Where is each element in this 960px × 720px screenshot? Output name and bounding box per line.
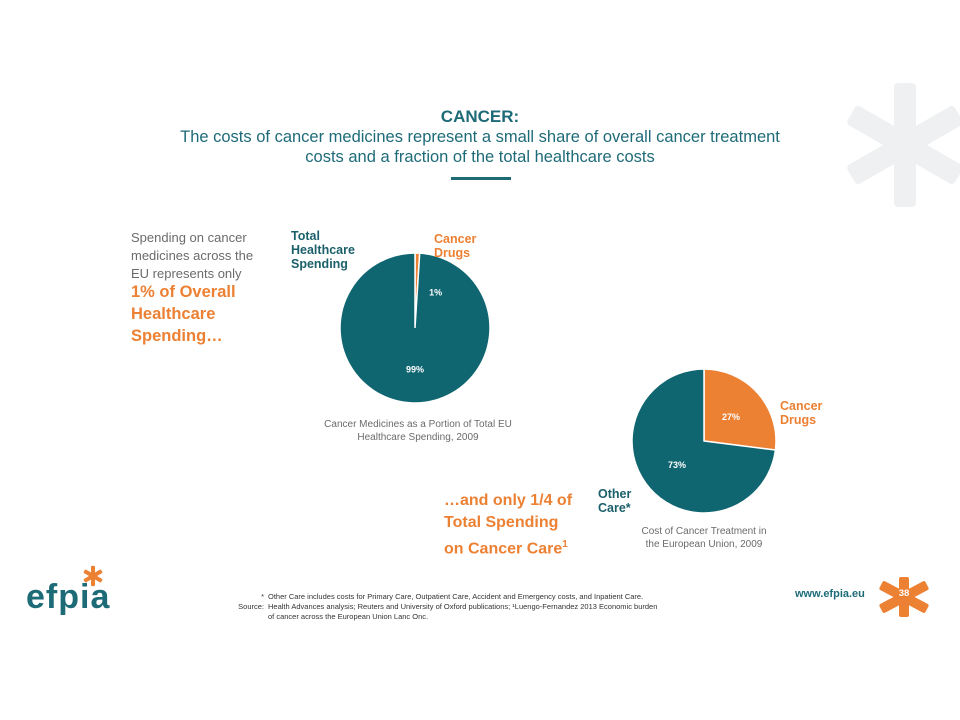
lead-line-2: medicines across the: [131, 248, 254, 263]
page-number: 38: [898, 588, 910, 599]
chart1-slice-2-label: 99%: [406, 364, 424, 374]
callout-line-2: Total Spending: [444, 514, 559, 531]
chart1-label-total-line-3: Spending: [291, 257, 348, 271]
highlight-line-3: Spending…: [131, 327, 223, 345]
chart1-label-drugs-line-2: Drugs: [434, 246, 471, 260]
chart2-caption: Cost of Cancer Treatment in the European…: [614, 525, 794, 551]
chart2-caption-line-1: Cost of Cancer Treatment in: [641, 526, 767, 537]
callout-line-3-text: on Cancer Care: [444, 540, 563, 558]
callout-line-1: …and only 1/4 of: [444, 492, 573, 509]
highlight-text: 1% of Overall Healthcare Spending…: [131, 281, 301, 347]
footnote-star-row: * Other Care includes costs for Primary …: [228, 592, 708, 602]
chart1-label-total-line-1: Total: [291, 229, 320, 243]
chart2-label-other-line-1: Other: [598, 487, 632, 501]
chart1-label-total: Total Healthcare Spending: [291, 229, 355, 271]
chart2-slice-1: [703, 368, 777, 451]
chart2-caption-line-2: the European Union, 2009: [645, 539, 763, 550]
footnote: * Other Care includes costs for Primary …: [228, 592, 708, 622]
chart2-slice-2: [631, 368, 777, 514]
footnote-source-text-1: Health Advances analysis; Reuters and Un…: [268, 602, 658, 611]
chart2-label-drugs-line-1: Cancer: [780, 399, 823, 413]
highlight-line-1: 1% of Overall: [131, 283, 236, 301]
chart1-label-drugs-line-1: Cancer: [434, 232, 477, 246]
title-line-2: costs and a fraction of the total health…: [305, 148, 655, 166]
callout-line-3: on Cancer Care1: [444, 534, 614, 560]
footnote-source-text-2: of cancer across the European Union Lanc…: [268, 612, 429, 621]
footnote-source-row-2: of cancer across the European Union Lanc…: [228, 612, 708, 622]
title-main: CANCER:: [440, 107, 520, 126]
chart1-label-drugs: Cancer Drugs: [434, 232, 476, 260]
lead-line-1: Spending on cancer: [131, 230, 247, 245]
chart2-label-drugs: Cancer Drugs: [780, 399, 822, 427]
lead-line-3: EU represents only: [131, 266, 242, 281]
footnote-star-key: *: [261, 592, 264, 601]
logo-asterisk-icon: [83, 565, 103, 587]
footnote-source-row: Source: Health Advances analysis; Reuter…: [228, 602, 708, 612]
callout-quarter: …and only 1/4 of Total Spending on Cance…: [444, 490, 614, 560]
chart1-slice-2: [339, 252, 491, 404]
title-line-1: The costs of cancer medicines represent …: [180, 128, 780, 146]
chart2-label-other: Other Care*: [598, 487, 631, 515]
title-divider: [451, 177, 511, 180]
lead-text: Spending on cancer medicines across the …: [131, 229, 281, 283]
chart1-caption: Cancer Medicines as a Portion of Total E…: [318, 418, 518, 444]
chart2-slice-2-label: 73%: [668, 460, 686, 470]
chart1-label-total-line-2: Healthcare: [291, 243, 355, 257]
page-number-asterisk-icon: [879, 577, 929, 617]
chart2-label-other-line-2: Care*: [598, 501, 631, 515]
footnote-source-key: Source:: [238, 602, 264, 611]
website-url: www.efpia.eu: [795, 588, 865, 600]
chart2-slice-1-label: 27%: [722, 412, 740, 422]
efpia-logo: efpia: [26, 578, 111, 616]
chart1-caption-line-1: Cancer Medicines as a Portion of Total E…: [324, 419, 512, 430]
callout-superscript: 1: [562, 539, 568, 550]
chart2-label-drugs-line-2: Drugs: [780, 413, 817, 427]
chart1-slice-1-label: 1%: [429, 287, 442, 297]
footnote-star-text: Other Care includes costs for Primary Ca…: [268, 592, 644, 601]
chart1-caption-line-2: Healthcare Spending, 2009: [357, 432, 479, 443]
slide-title: CANCER: The costs of cancer medicines re…: [120, 106, 840, 167]
highlight-line-2: Healthcare: [131, 305, 216, 323]
